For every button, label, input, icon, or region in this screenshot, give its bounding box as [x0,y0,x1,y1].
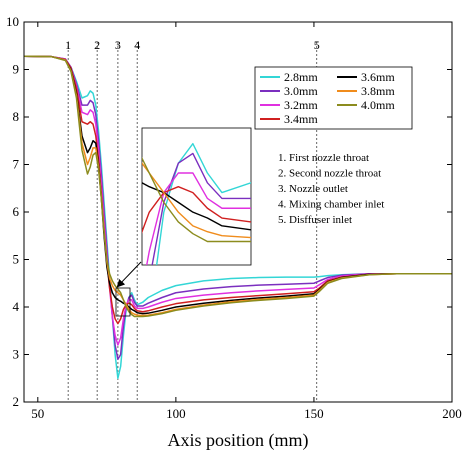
reference-line-label-2: 2 [94,38,100,52]
inset-series-line-3.8mm [142,162,251,239]
zoom-region-box [115,287,131,317]
inset-series-line-2.8mm [155,142,251,265]
legend-label-3.8mm: 3.8mm [361,84,395,98]
x-tick-label-50: 50 [31,406,44,421]
y-tick-label-2: 2 [13,394,20,409]
reference-line-label-5: 5 [314,38,320,52]
annotation-note-2: 2. Second nozzle throat [278,168,381,180]
y-tick-label-6: 6 [13,204,20,219]
legend-box [254,66,413,130]
series-lines [24,55,452,379]
inset-series-line-3.2mm [146,172,251,265]
zoom-arrow [116,261,142,288]
inset-zoom [141,127,252,266]
reference-line-label-4: 4 [134,38,140,52]
reference-line-label-3: 3 [115,38,121,52]
legend-label-3.6mm: 3.6mm [361,70,395,84]
inset-series-line-3.6mm [142,182,251,231]
legend-label-3.2mm: 3.2mm [284,98,318,112]
reference-line-label-1: 1 [65,38,71,52]
legend-label-3.4mm: 3.4mm [284,112,318,126]
legend-label-3.0mm: 3.0mm [284,84,318,98]
y-tick-label-10: 10 [6,14,19,29]
inset-series-line-3.0mm [151,152,251,265]
legend-label-4.0mm: 4.0mm [361,98,395,112]
x-tick-label-150: 150 [304,406,324,421]
annotation-note-1: 1. First nozzle throat [278,152,369,164]
x-axis-title: Axis position (mm) [167,430,308,451]
y-tick-label-4: 4 [13,299,20,314]
annotation-notes: 1. First nozzle throat 2. Second nozzle t… [278,152,384,226]
y-tick-label-9: 9 [13,62,20,77]
x-tick-label-100: 100 [166,406,186,421]
legend-label-2.8mm: 2.8mm [284,70,318,84]
annotation-note-4: 4. Mixing chamber inlet [278,199,384,211]
annotation-note-3: 3. Nozzle outlet [278,183,348,195]
inset-series-line-4.0mm [142,156,251,243]
y-tick-label-7: 7 [13,157,20,172]
annotation-note-5: 5. Disffuser inlet [278,214,352,226]
inset-lines [142,142,251,265]
inset-series-line-3.4mm [142,186,251,234]
y-tick-label-5: 5 [13,252,20,267]
y-tick-label-3: 3 [13,347,20,362]
legend: 2.8mm 3.6mm 3.0mm 3.8mm 3.2mm 4.0mm 3.4mm [254,66,413,130]
series-line-4.0mm [24,55,452,318]
y-tick-label-8: 8 [13,109,20,124]
x-tick-label-200: 200 [442,406,462,421]
